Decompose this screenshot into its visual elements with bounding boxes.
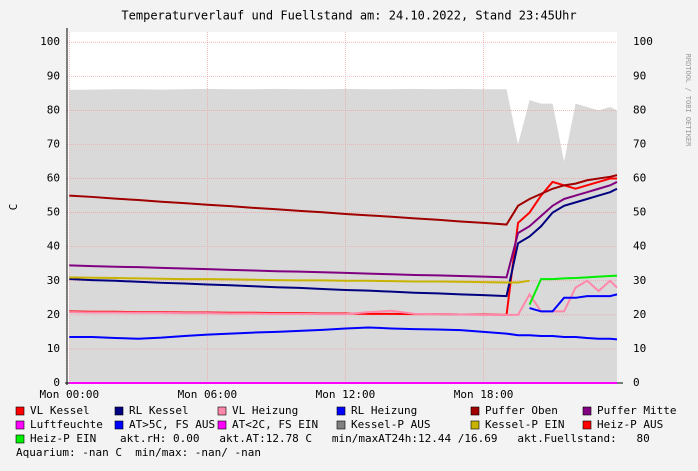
y-tick-label: 60 <box>47 172 60 185</box>
legend-label: VL Heizung <box>232 404 298 417</box>
legend-swatch <box>470 406 480 416</box>
y2-tick-label: 20 <box>633 308 646 321</box>
legend-label: Heiz-P AUS <box>597 418 663 431</box>
area <box>69 88 617 384</box>
legend-label: RL Heizung <box>351 404 417 417</box>
y2-tick-label: 0 <box>633 376 640 389</box>
y-tick-label: 70 <box>47 137 60 150</box>
y2-tick-label: 30 <box>633 274 646 287</box>
y2-tick-label: 80 <box>633 103 646 116</box>
series-line <box>69 326 618 341</box>
y-tick-label: 100 <box>40 35 60 48</box>
y2-tick-label: 90 <box>633 69 646 82</box>
legend-label: AT<2C, FS EIN <box>232 418 318 431</box>
y-tick-label: 30 <box>47 274 60 287</box>
legend-label: AT>5C, FS AUS <box>129 418 215 431</box>
legend-swatch <box>114 420 124 430</box>
legend-swatch <box>217 406 227 416</box>
y2-tick-label: 40 <box>633 240 646 253</box>
y2-tick-label: 50 <box>633 206 646 219</box>
legend-swatch <box>114 406 124 416</box>
y2-tick-label: 60 <box>633 172 646 185</box>
y-tick-label: 0 <box>53 376 60 389</box>
x-tick-label: Mon 06:00 <box>178 388 238 401</box>
y2-tick-label: 70 <box>633 137 646 150</box>
y2-tick-label: 100 <box>633 35 653 48</box>
legend-swatch <box>217 420 227 430</box>
legend-label: VL Kessel <box>30 404 90 417</box>
status-text: akt.rH: 0.00 akt.AT:12.78 C min/maxAT24h… <box>120 432 650 445</box>
legend-label: Puffer Oben <box>485 404 558 417</box>
legend-label: Heiz-P EIN <box>30 432 96 445</box>
x-tick-label: Mon 00:00 <box>39 388 99 401</box>
series-line <box>528 274 618 306</box>
y-tick-label: 80 <box>47 103 60 116</box>
series-line <box>69 174 618 226</box>
watermark: RRDTOOL / TOBI OETIKER <box>684 54 692 148</box>
y-tick-label: 20 <box>47 308 60 321</box>
series-line <box>69 181 618 279</box>
legend-swatch <box>15 434 25 444</box>
series-line <box>529 293 618 313</box>
legend-swatch <box>336 420 346 430</box>
x-tick-label: Mon 18:00 <box>454 388 514 401</box>
y-tick-label: 50 <box>47 206 60 219</box>
legend-label: Kessel-P EIN <box>485 418 564 431</box>
y-tick-label: 40 <box>47 240 60 253</box>
series-line <box>69 187 618 298</box>
legend-label: Puffer Mitte <box>597 404 676 417</box>
chart-title: Temperaturverlauf und Fuellstand am: 24.… <box>121 9 576 23</box>
legend-label: RL Kessel <box>129 404 189 417</box>
series-line <box>69 276 530 284</box>
series-line <box>69 279 618 316</box>
y2-tick-label: 10 <box>633 342 646 355</box>
legend-swatch <box>582 406 592 416</box>
legend-swatch <box>470 420 480 430</box>
aquarium-text: Aquarium: -nan C min/max: -nan/ -nan <box>16 446 261 459</box>
legend-swatch <box>336 406 346 416</box>
y-tick-label: 10 <box>47 342 60 355</box>
legend-label: Kessel-P AUS <box>351 418 430 431</box>
x-tick-label: Mon 12:00 <box>316 388 376 401</box>
y-axis-label: C <box>7 204 20 211</box>
legend-swatch <box>15 406 25 416</box>
legend-label: Luftfeuchte <box>30 418 103 431</box>
legend-swatch <box>582 420 592 430</box>
y-tick-label: 90 <box>47 69 60 82</box>
legend-swatch <box>15 420 25 430</box>
